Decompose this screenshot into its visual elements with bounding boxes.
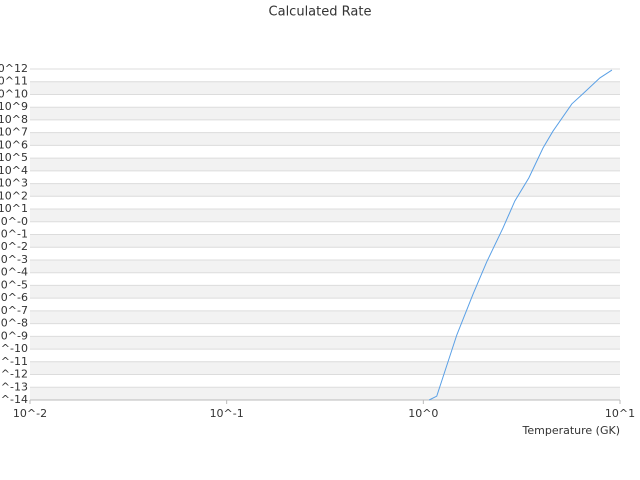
y-tick-label: 10^-9: [0, 329, 28, 342]
grid-band: [30, 132, 620, 146]
y-tick-label: 10^3: [0, 177, 28, 190]
x-tick-label: 10^-2: [13, 407, 47, 420]
x-tick-label: 10^0: [408, 407, 438, 420]
grid: [30, 68, 620, 401]
y-tick-label: 10^-4: [0, 266, 28, 279]
y-tick-label: 10^-8: [0, 317, 28, 330]
grid-band: [30, 336, 620, 350]
grid-band: [30, 361, 620, 375]
chart-title: Calculated Rate: [269, 5, 372, 20]
y-tick-label: 10^-7: [0, 304, 28, 317]
grid-band: [30, 107, 620, 120]
y-tick-label: 10^-10: [0, 342, 28, 355]
y-tick-label: 10^10: [0, 87, 28, 100]
grid-band: [30, 310, 620, 324]
data-line: [428, 69, 613, 401]
grid-band: [30, 158, 620, 171]
y-tick-label: 10^-5: [0, 278, 28, 291]
x-axis-label: Temperature (GK): [522, 424, 621, 437]
x-tick-label: 10^-1: [210, 407, 244, 420]
grid-band: [30, 234, 620, 248]
grid-band: [30, 209, 620, 222]
y-tick-label: 10^-2: [0, 240, 28, 253]
y-tick-label: 10^7: [0, 126, 28, 139]
y-tick-label: 10^12: [0, 62, 28, 75]
y-tick-label: 10^4: [0, 164, 28, 177]
y-tick-label: 10^8: [0, 113, 28, 126]
grid-band: [30, 387, 620, 400]
grid-band: [30, 81, 620, 95]
y-tick-label: 10^-11: [0, 355, 28, 368]
y-tick-label: 10^-13: [0, 380, 28, 393]
y-tick-label: 10^6: [0, 138, 28, 151]
grid-band: [30, 259, 620, 273]
y-tick-label: 10^2: [0, 189, 28, 202]
y-tick-label: 10^-6: [0, 291, 28, 304]
y-tick-label: 10^9: [0, 100, 28, 113]
y-tick-label: 10^-1: [0, 228, 28, 241]
y-tick-label: 10^-12: [0, 368, 28, 381]
y-tick-label: 10^1: [0, 202, 28, 215]
x-tick-label: 10^1: [605, 407, 635, 420]
y-tick-label: 10^11: [0, 75, 28, 88]
y-tick-label: 10^-14: [0, 393, 28, 406]
y-tick-label: 10^-0: [0, 215, 28, 228]
y-tick-label: 10^5: [0, 151, 28, 164]
grid-band: [30, 285, 620, 299]
y-tick-label: 10^-3: [0, 253, 28, 266]
grid-band: [30, 183, 620, 197]
